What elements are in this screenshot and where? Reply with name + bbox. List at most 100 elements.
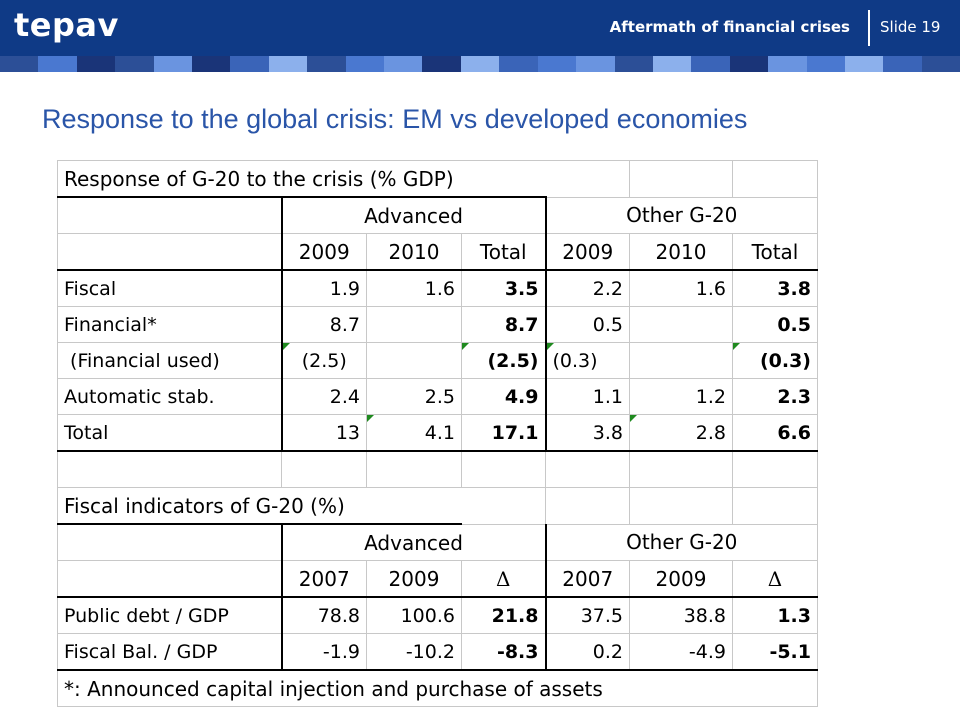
stripe-segment — [153, 56, 193, 72]
delta-header: Δ — [461, 560, 547, 598]
stripe-segment — [499, 56, 538, 72]
stripe-segment — [883, 56, 922, 72]
cell-total: (0.3) — [732, 342, 818, 379]
row-label: Financial* — [57, 306, 283, 343]
year-header: 2009 — [545, 233, 630, 271]
stripe-segment — [729, 56, 769, 72]
cell-text: (2.5) — [301, 349, 347, 372]
stripe-segment — [384, 56, 423, 72]
footnote-row: *: Announced capital injection and purch… — [57, 669, 818, 707]
table1-title-row: Response of G-20 to the crisis (% GDP) — [57, 160, 818, 198]
cell-value: 37.5 — [545, 596, 630, 634]
cell-value: (2.5) — [281, 342, 367, 379]
stripe-segment — [768, 56, 807, 72]
stripe-segment — [192, 56, 231, 72]
cell-value: 13 — [281, 414, 367, 452]
table-row: Public debt / GDP 78.8 100.6 21.8 37.5 3… — [57, 596, 818, 634]
cell-total: 3.8 — [732, 269, 818, 307]
comment-marker-icon — [546, 343, 554, 350]
table1-group-row: Advanced Other G-20 — [57, 196, 818, 234]
comment-marker-icon — [462, 343, 469, 350]
table-row: Automatic stab. 2.4 2.5 4.9 1.1 1.2 2.3 — [57, 378, 818, 415]
cell-value: 78.8 — [281, 596, 367, 634]
row-label: (Financial used) — [57, 342, 283, 379]
table-row: Financial* 8.7 8.7 0.5 0.5 — [57, 306, 818, 343]
stripe-segment — [806, 56, 845, 72]
group-other: Other G-20 — [545, 523, 818, 561]
table2-group-row: Advanced Other G-20 — [57, 523, 818, 561]
cell-total: 4.9 — [461, 378, 547, 415]
stripe-segment — [652, 56, 692, 72]
row-label: Total — [57, 414, 283, 452]
cell-value: 2.4 — [281, 378, 367, 415]
comment-marker-icon — [733, 343, 740, 350]
empty-cell — [57, 523, 283, 561]
stripe-segment — [921, 56, 960, 72]
cell-value: 100.6 — [366, 596, 462, 634]
cell-value — [629, 306, 733, 343]
year-header: 2010 — [366, 233, 462, 271]
data-table: Response of G-20 to the crisis (% GDP) A… — [57, 160, 818, 707]
row-label: Fiscal — [57, 269, 283, 307]
year-header: 2009 — [366, 560, 462, 598]
stripe-segment — [307, 56, 346, 72]
cell-value: 4.1 — [366, 414, 462, 452]
stripe-segment — [576, 56, 615, 72]
slide-number: Slide 19 — [880, 18, 941, 36]
row-label: Public debt / GDP — [57, 596, 283, 634]
empty-cell — [57, 196, 283, 234]
footnote: *: Announced capital injection and purch… — [57, 669, 733, 707]
empty-cell — [461, 487, 546, 525]
slide-title: Response to the global crisis: EM vs dev… — [42, 104, 748, 134]
comment-marker-icon — [630, 415, 637, 422]
table-row: Fiscal 1.9 1.6 3.5 2.2 1.6 3.8 — [57, 269, 818, 307]
cell-value: 1.6 — [366, 269, 462, 307]
cell-value — [366, 342, 462, 379]
cell-value: -4.9 — [629, 633, 733, 671]
cell-delta: -8.3 — [461, 633, 547, 671]
delta-header: Δ — [732, 560, 818, 598]
empty-cell — [281, 450, 367, 488]
empty-cell — [545, 450, 630, 488]
cell-total: 2.3 — [732, 378, 818, 415]
stripe-segment — [691, 56, 730, 72]
empty-cell — [545, 160, 630, 198]
empty-cell — [732, 450, 818, 488]
cell-total: 6.6 — [732, 414, 818, 452]
cell-value: 2.8 — [629, 414, 733, 452]
stripe-segment — [115, 56, 154, 72]
cell-value: 1.1 — [545, 378, 630, 415]
cell-total: 3.5 — [461, 269, 547, 307]
year-header: 2009 — [281, 233, 367, 271]
table-row: Total 13 4.1 17.1 3.8 2.8 6.6 — [57, 414, 818, 452]
cell-value: 1.9 — [281, 269, 367, 307]
empty-cell — [461, 450, 546, 488]
year-header: 2009 — [629, 560, 733, 598]
row-label: Fiscal Bal. / GDP — [57, 633, 283, 671]
stripe-segment — [614, 56, 653, 72]
cell-value: 8.7 — [281, 306, 367, 343]
empty-cell — [629, 160, 733, 198]
cell-text: 2.8 — [695, 421, 726, 444]
cell-text: (0.3) — [759, 349, 811, 372]
cell-text: 4.1 — [424, 421, 455, 444]
empty-cell — [57, 233, 283, 271]
presentation-title: Aftermath of financial crises — [609, 18, 850, 36]
cell-text: (0.3) — [552, 349, 598, 372]
tepav-logo: tepav — [14, 6, 119, 44]
stripe-segment — [844, 56, 884, 72]
year-header: 2010 — [629, 233, 733, 271]
cell-value — [366, 306, 462, 343]
stripe-segment — [230, 56, 269, 72]
cell-value: -1.9 — [281, 633, 367, 671]
stripe-segment — [537, 56, 577, 72]
stripe-segment — [76, 56, 116, 72]
year-header: 2007 — [545, 560, 630, 598]
cell-value: 1.2 — [629, 378, 733, 415]
year-header: Total — [461, 233, 547, 271]
table2-title-row: Fiscal indicators of G-20 (%) — [57, 487, 818, 525]
header-separator — [868, 10, 870, 46]
stripe-segment — [460, 56, 500, 72]
cell-value: -10.2 — [366, 633, 462, 671]
cell-total: 17.1 — [461, 414, 547, 452]
